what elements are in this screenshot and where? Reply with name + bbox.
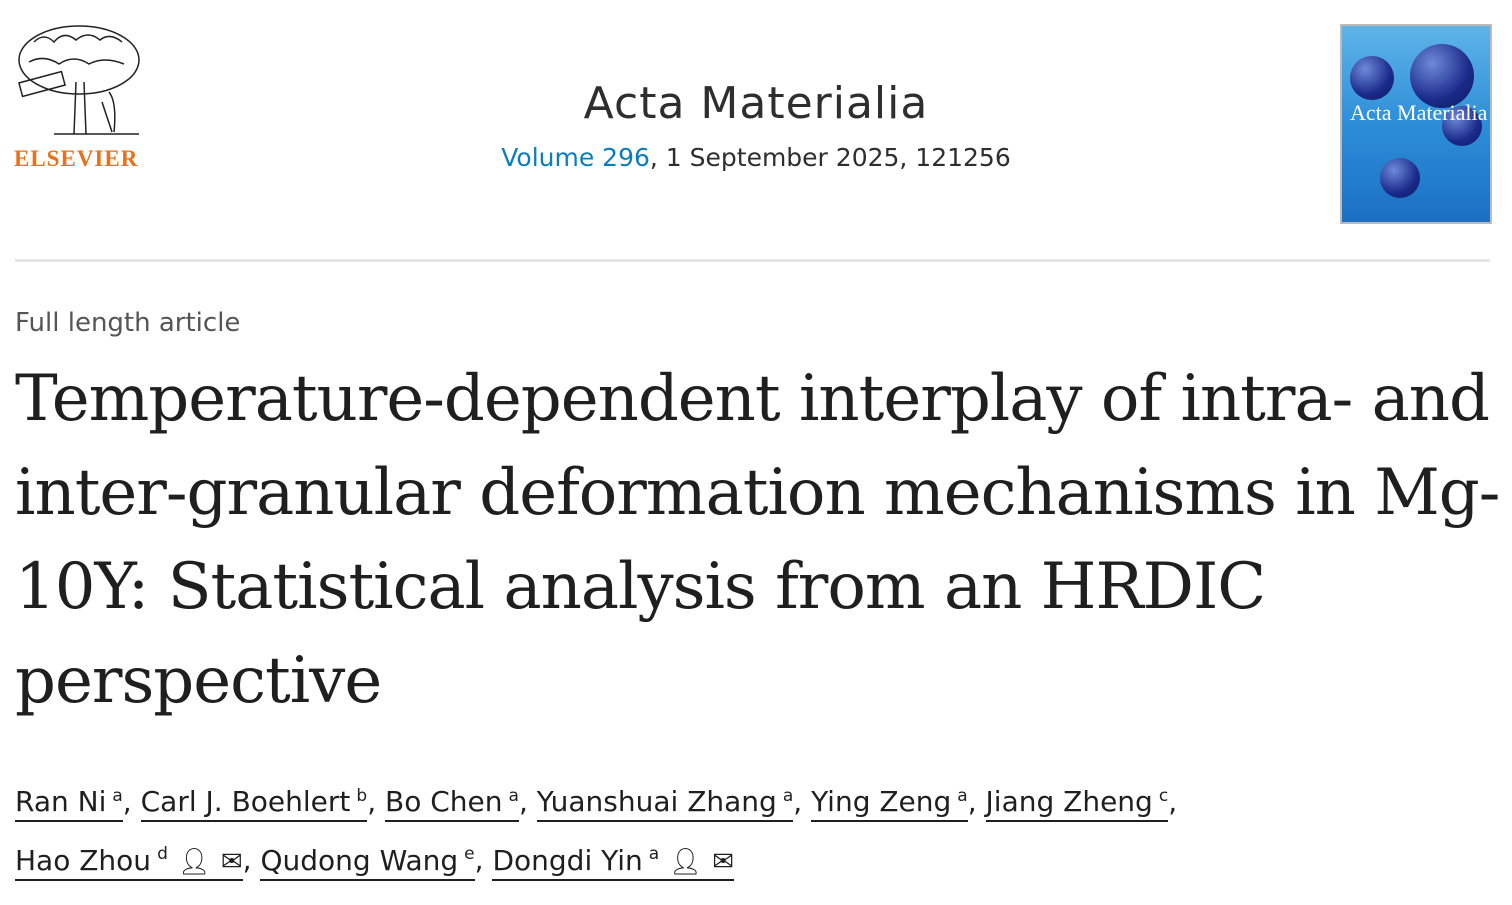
volume-link[interactable]: Volume 296 [501,143,650,172]
author-name: Yuanshuai Zhang [536,785,777,819]
affiliation-marker: a [782,786,794,806]
article-type: Full length article [15,308,241,338]
author-name: Ran Ni [15,785,107,819]
separator: , [122,785,141,819]
author-name: Jiang Zheng [985,785,1153,819]
separator: , [474,843,493,877]
author-link[interactable]: Yuanshuai Zhang a [536,785,794,823]
author-list: Ran Ni a, Carl J. Boehlert b, Bo Chen a, Yu… [15,770,1495,889]
person-icon: 👤︎ [669,846,703,877]
separator: , [518,785,537,819]
author-link[interactable]: Qudong Wang e [260,843,475,881]
cover-title: Acta Materialia [1350,100,1488,125]
journal-title[interactable]: Acta Materialia [583,78,929,129]
affiliation-marker: a [648,844,660,865]
affiliation-marker: a [508,786,519,806]
affiliation-marker: c [1158,786,1169,806]
author-link[interactable]: Hao Zhou d 👤︎ ✉︎ [15,843,243,881]
author-link[interactable]: Carl J. Boehlert b [140,785,368,823]
separator: , [1168,785,1178,819]
author-link[interactable]: Ying Zeng a [811,785,968,823]
author-name: Qudong Wang [260,843,459,877]
author-name: Hao Zhou [15,843,152,877]
elsevier-wordmark: ELSEVIER [14,146,139,171]
author-link[interactable]: Jiang Zheng c [985,785,1169,823]
journal-cover-image[interactable]: Acta Materialia [1340,24,1492,224]
person-icon: 👤︎ [177,846,211,877]
author-name: Bo Chen [385,785,503,819]
author-name: Ying Zeng [811,785,952,819]
affiliation-marker: a [957,786,968,806]
author-name: Dongdi Yin [492,843,643,877]
author-link[interactable]: Bo Chen a [385,785,519,823]
affiliation-marker: e [464,844,475,865]
envelope-icon: ✉︎ [220,846,243,877]
journal-header: Acta Materialia Volume 296, 1 September … [0,78,1512,172]
affiliation-marker: d [157,844,168,865]
issue-date: , 1 September 2025, 121256 [649,143,1011,172]
separator: , [967,785,986,819]
envelope-icon: ✉︎ [712,846,734,877]
author-link[interactable]: Dongdi Yin a 👤︎ ✉︎ [492,843,734,881]
journal-issue-info: Volume 296, 1 September 2025, 121256 [0,143,1512,172]
author-name: Carl J. Boehlert [140,785,351,819]
separator: , [242,843,261,877]
elsevier-tree-icon [18,25,140,135]
separator: , [793,785,812,819]
header-divider [15,259,1490,262]
affiliation-marker: a [112,786,123,806]
separator: , [367,785,385,819]
author-link[interactable]: Ran Ni a [15,785,123,823]
article-title: Temperature-dependent interplay of intra… [15,362,1500,718]
affiliation-marker: b [356,786,368,806]
elsevier-logo[interactable]: ELSEVIER [14,22,146,172]
